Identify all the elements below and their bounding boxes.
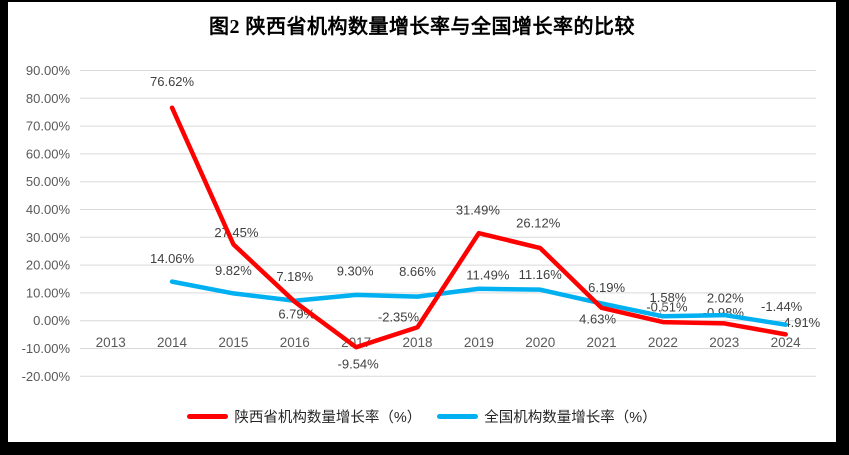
data-label: -0.51% bbox=[646, 300, 688, 315]
data-label: 7.18% bbox=[276, 269, 313, 284]
data-label: 9.82% bbox=[215, 263, 252, 278]
series-line-shaanxi bbox=[169, 105, 788, 350]
data-label: 11.49% bbox=[466, 267, 510, 282]
legend-label-national: 全国机构数量增长率（%） bbox=[484, 410, 657, 426]
legend: 陕西省机构数量增长率（%） 全国机构数量增长率（%） bbox=[8, 406, 836, 427]
x-axis-label: 2014 bbox=[157, 335, 188, 350]
legend-swatch-shaanxi-icon bbox=[187, 414, 229, 419]
data-label: 14.06% bbox=[150, 251, 195, 266]
y-axis-label: -20.00% bbox=[22, 369, 71, 384]
y-axis-label: 60.00% bbox=[26, 146, 71, 161]
y-axis-label: 10.00% bbox=[26, 285, 71, 300]
legend-swatch-national-icon bbox=[437, 414, 479, 419]
data-label: 27.45% bbox=[214, 225, 259, 240]
y-axis-label: -10.00% bbox=[22, 341, 71, 356]
chart-title: 图2 陕西省机构数量增长率与全国增长率的比较 bbox=[209, 16, 635, 38]
x-axis-label: 2021 bbox=[587, 335, 617, 350]
y-axis-label: 80.00% bbox=[26, 91, 71, 106]
x-axis-label: 2016 bbox=[280, 335, 310, 350]
x-axis-label: 2022 bbox=[648, 335, 678, 350]
data-label: -2.35% bbox=[378, 310, 420, 325]
x-axis-label: 2024 bbox=[771, 335, 802, 350]
x-axis-label: 2023 bbox=[709, 335, 739, 350]
x-axis-label: 2019 bbox=[464, 335, 494, 350]
data-label: 26.12% bbox=[516, 216, 561, 231]
x-axis-label: 2018 bbox=[402, 335, 432, 350]
y-axis-label: 90.00% bbox=[26, 63, 71, 78]
data-label: 9.30% bbox=[337, 263, 374, 278]
y-axis-label: 50.00% bbox=[26, 174, 71, 189]
data-label: 1.58% bbox=[650, 290, 687, 305]
data-label: 2.02% bbox=[707, 291, 744, 306]
series-line-national bbox=[169, 279, 788, 327]
data-label: 11.16% bbox=[519, 267, 563, 282]
data-label: 6.19% bbox=[588, 280, 625, 295]
data-label: -1.44% bbox=[761, 299, 803, 314]
data-label: -9.54% bbox=[338, 357, 380, 372]
legend-item-shaanxi: 陕西省机构数量增长率（%） bbox=[187, 406, 421, 427]
data-label: 4.63% bbox=[579, 311, 616, 326]
y-axis-label: 20.00% bbox=[26, 258, 71, 273]
x-axis-label: 2015 bbox=[218, 335, 248, 350]
x-axis-label: 2020 bbox=[525, 335, 555, 350]
y-axis-label: 0.00% bbox=[33, 313, 70, 328]
data-label: 8.66% bbox=[399, 264, 436, 279]
data-label: -4.91% bbox=[779, 315, 821, 330]
x-axis-label: 2013 bbox=[96, 335, 126, 350]
y-axis-label: 30.00% bbox=[26, 230, 71, 245]
chart-canvas: 图2 陕西省机构数量增长率与全国增长率的比较 90.00% 80.00% 70.00… bbox=[8, 2, 836, 442]
data-label: 76.62% bbox=[150, 74, 195, 89]
y-axis-label: 40.00% bbox=[26, 202, 71, 217]
legend-label-shaanxi: 陕西省机构数量增长率（%） bbox=[234, 410, 422, 426]
legend-item-national: 全国机构数量增长率（%） bbox=[437, 406, 657, 427]
data-label: 31.49% bbox=[456, 203, 501, 218]
y-axis-label: 70.00% bbox=[26, 119, 71, 134]
